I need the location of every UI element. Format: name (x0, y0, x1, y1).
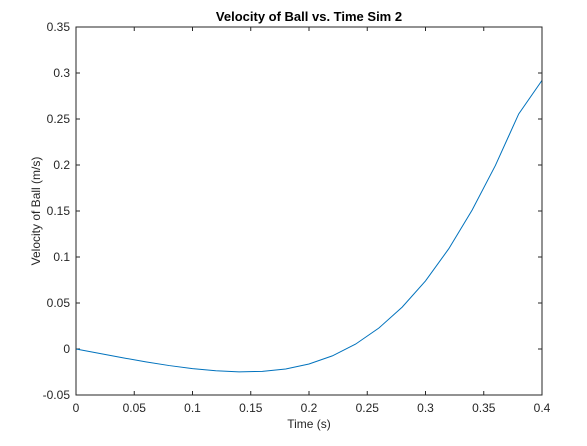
y-axis-label: Velocity of Ball (m/s) (29, 157, 43, 266)
axes-box (75, 26, 543, 396)
y-tick-label: 0.15 (47, 204, 71, 218)
x-tick-label: 0.05 (123, 401, 147, 415)
velocity-series-line (75, 80, 543, 373)
plot-area (76, 27, 542, 395)
x-tick-label: 0.4 (534, 401, 551, 415)
x-tick-label: 0.3 (417, 401, 434, 415)
y-tick-label: 0.35 (47, 20, 71, 34)
y-axis-ticks: -0.05 0 0.05 0.1 0.15 0.2 0.25 0.3 0.35 (43, 20, 542, 402)
x-tick-label: 0 (73, 401, 80, 415)
x-tick-label: 0.1 (184, 401, 201, 415)
x-tick-label: 0.2 (301, 401, 318, 415)
y-tick-label: 0.05 (47, 296, 71, 310)
x-tick-label: 0.25 (356, 401, 380, 415)
y-tick-label: 0.2 (53, 158, 70, 172)
chart-title: Velocity of Ball vs. Time Sim 2 (216, 9, 402, 24)
y-tick-label: 0.1 (53, 250, 70, 264)
x-tick-label: 0.15 (239, 401, 263, 415)
x-axis-label: Time (s) (287, 417, 331, 431)
y-tick-label: 0.3 (53, 66, 70, 80)
y-tick-label: -0.05 (43, 388, 71, 402)
x-tick-label: 0.35 (472, 401, 496, 415)
y-tick-label: 0 (63, 342, 70, 356)
x-axis-ticks: 0 0.05 0.1 0.15 0.2 0.25 0.3 0.35 0.4 (73, 27, 551, 415)
y-tick-label: 0.25 (47, 112, 71, 126)
